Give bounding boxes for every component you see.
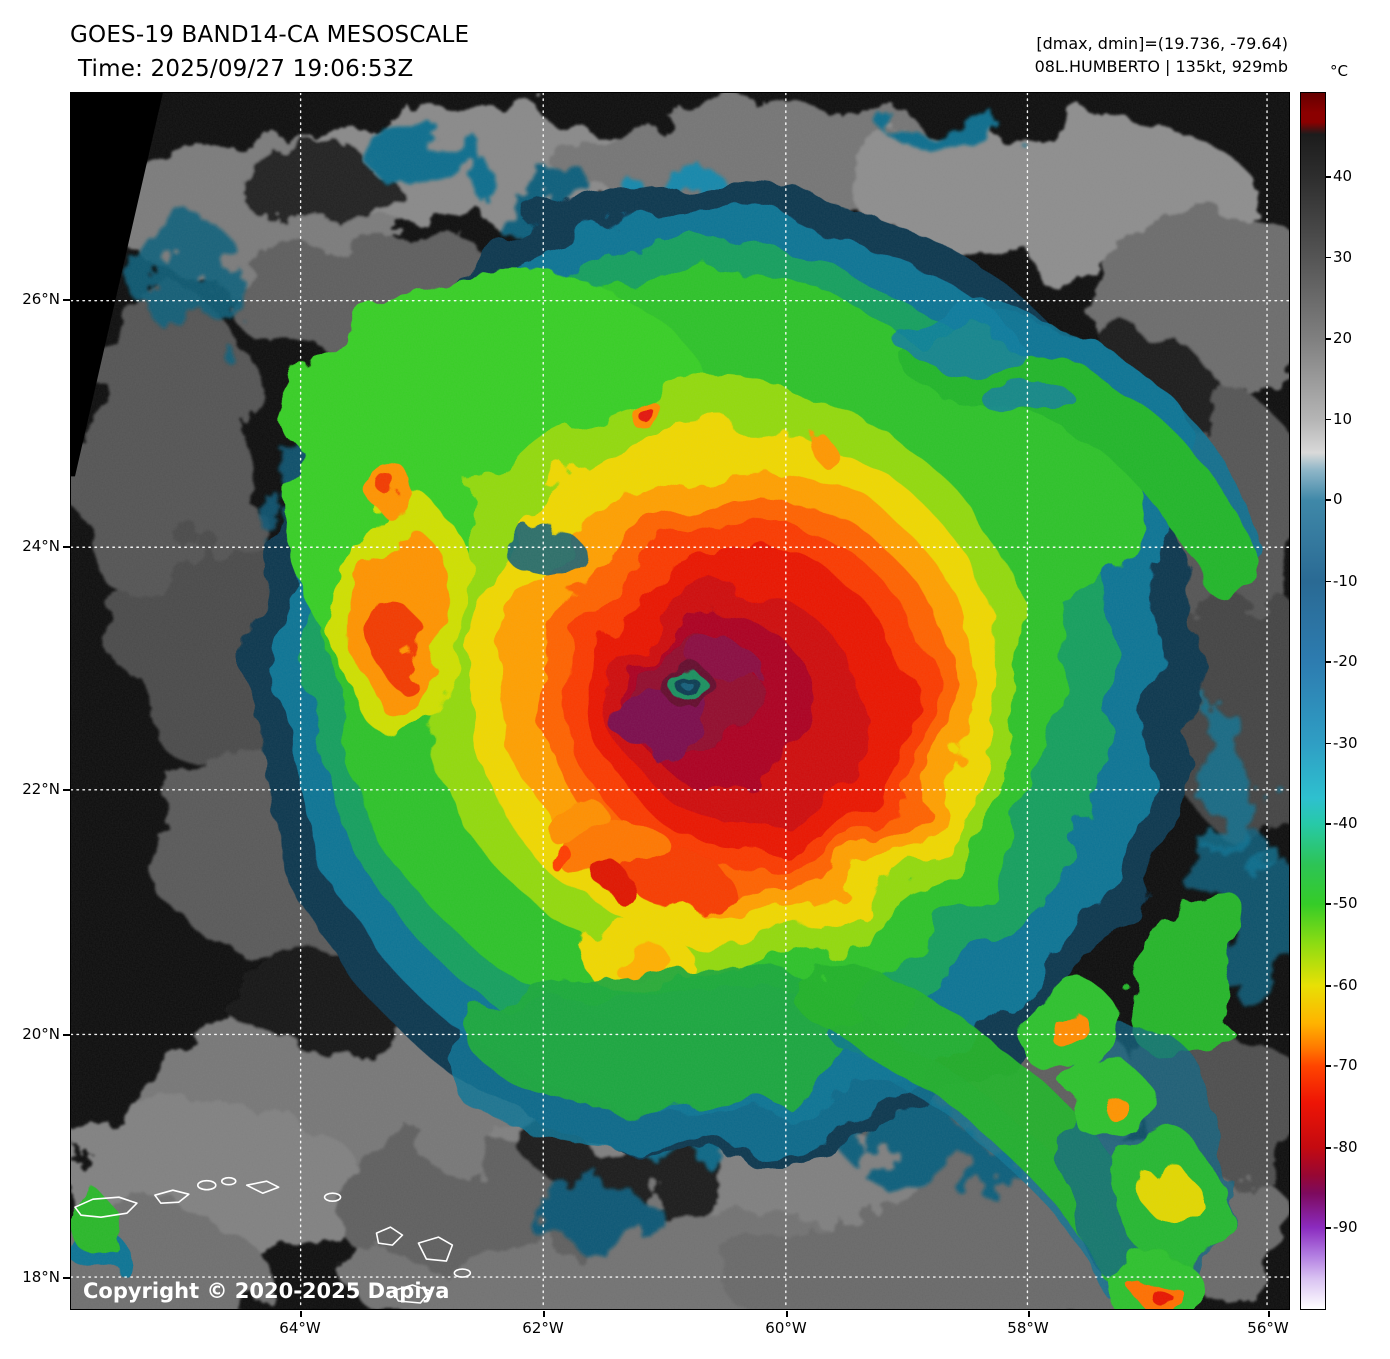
colorbar-tick-label: -30 bbox=[1325, 733, 1358, 752]
colorbar-tick-label: 0 bbox=[1325, 490, 1343, 509]
temperature-colorbar bbox=[1300, 92, 1326, 1310]
colorbar-unit-label: °C bbox=[1330, 62, 1348, 80]
colorbar-tick-label: 20 bbox=[1324, 329, 1353, 348]
colorbar-tick-labels: 40 30 20 10 0 -10 -20 -30 -40 -50 -60 -7… bbox=[1324, 92, 1385, 1310]
lat-tick-label: 22°N bbox=[2, 780, 70, 798]
lat-axis-labels: 26°N 24°N 22°N 20°N 18°N bbox=[2, 92, 70, 1310]
storm-info: 08L.HUMBERTO | 135kt, 929mb bbox=[1034, 57, 1288, 76]
dmax-dmin-readout: [dmax, dmin]=(19.736, -79.64) bbox=[1036, 34, 1288, 53]
colorbar-tick-label: -60 bbox=[1325, 976, 1358, 994]
colorbar-tick-label: -90 bbox=[1325, 1218, 1358, 1237]
lat-tick-label: 18°N bbox=[2, 1268, 70, 1286]
grid-lines bbox=[71, 93, 1289, 1309]
scan-edge bbox=[71, 93, 163, 477]
satellite-image: Copyright © 2020-2025 Dapiya bbox=[70, 92, 1290, 1310]
copyright-notice: Copyright © 2020-2025 Dapiya bbox=[83, 1279, 450, 1303]
lat-tick-label: 24°N bbox=[2, 537, 70, 555]
lon-tick-label: 64°W bbox=[270, 1311, 330, 1337]
header-left: GOES-19 BAND14-CA MESOSCALE Time: 2025/0… bbox=[70, 18, 469, 86]
lon-tick-label: 60°W bbox=[756, 1311, 816, 1337]
colorbar-tick-label: 40 bbox=[1324, 167, 1353, 186]
colorbar-tick-label: 10 bbox=[1324, 409, 1353, 428]
lon-tick-label: 56°W bbox=[1238, 1311, 1298, 1337]
colorbar-tick-label: -80 bbox=[1325, 1138, 1358, 1156]
lat-tick-label: 20°N bbox=[2, 1025, 70, 1043]
colorbar-tick-label: -50 bbox=[1325, 894, 1358, 913]
lon-tick-label: 58°W bbox=[998, 1311, 1058, 1337]
header-right: [dmax, dmin]=(19.736, -79.64) 08L.HUMBER… bbox=[828, 32, 1288, 78]
timestamp: Time: 2025/09/27 19:06:53Z bbox=[78, 56, 414, 82]
lon-tick-label: 62°W bbox=[513, 1311, 573, 1337]
colorbar-tick-label: -70 bbox=[1325, 1056, 1358, 1075]
colorbar-tick-label: -10 bbox=[1325, 571, 1358, 590]
colorbar-tick-label: -20 bbox=[1325, 652, 1358, 671]
colorbar-tick-label: -40 bbox=[1325, 814, 1358, 833]
satellite-svg bbox=[71, 93, 1289, 1309]
lon-axis-labels: 64°W 62°W 60°W 58°W 56°W bbox=[70, 1311, 1290, 1342]
noise-texture bbox=[71, 93, 1289, 1309]
colorbar-tick-label: 30 bbox=[1324, 247, 1353, 266]
image-title: GOES-19 BAND14-CA MESOSCALE bbox=[70, 22, 470, 48]
lat-tick-label: 26°N bbox=[2, 290, 70, 308]
island-outlines bbox=[74, 1176, 472, 1304]
